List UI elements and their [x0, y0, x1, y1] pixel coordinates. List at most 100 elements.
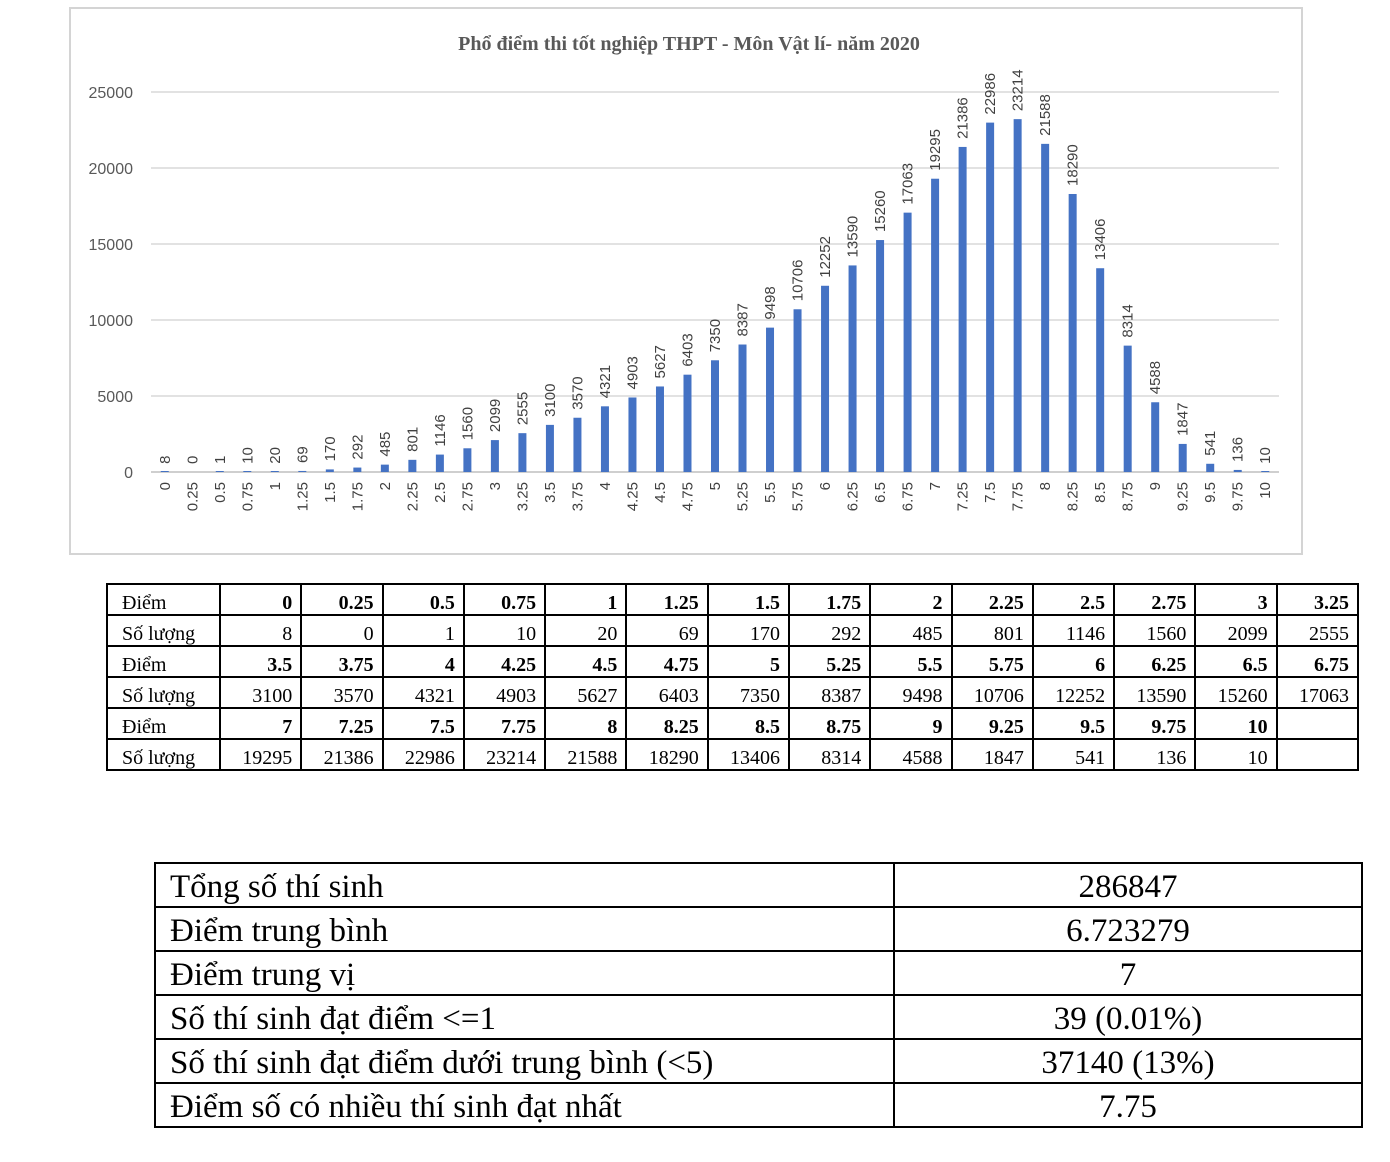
row-header: Số lượng	[106, 676, 221, 709]
bar	[1261, 471, 1270, 472]
bar	[600, 406, 609, 472]
bar	[463, 448, 472, 472]
data-label: 541	[1202, 431, 1219, 456]
data-label: 13590	[845, 216, 862, 258]
table-cell: 2.25	[950, 583, 1034, 616]
y-tick-label: 5000	[97, 389, 133, 406]
table-cell: 69	[625, 614, 709, 647]
chart-gridlines	[151, 91, 1279, 473]
bar	[766, 327, 775, 472]
bar	[903, 212, 912, 472]
bar	[325, 469, 334, 472]
x-tick-label: 0.5	[212, 482, 229, 503]
bar	[848, 265, 857, 472]
summary-value: 286847	[893, 862, 1363, 908]
table-cell: 7.5	[381, 707, 465, 740]
summary-value: 7.75	[893, 1082, 1363, 1128]
table-cell: 2.5	[1031, 583, 1116, 616]
data-label: 20	[267, 447, 284, 464]
x-tick-label: 9.25	[1175, 482, 1192, 511]
x-tick-label: 9.75	[1230, 482, 1247, 511]
table-cell: 0.5	[381, 583, 465, 616]
x-tick-label: 5.75	[790, 482, 807, 511]
table-cell: 3570	[300, 676, 384, 709]
bar	[931, 178, 940, 472]
table-cell: 3.5	[218, 645, 303, 678]
table-cell: 4903	[462, 676, 547, 709]
data-label: 18290	[1065, 144, 1082, 186]
table-cell: 8314	[787, 738, 872, 771]
data-label: 12252	[817, 236, 834, 278]
table-cell: 19295	[218, 738, 303, 771]
x-tick-label: 1	[267, 482, 284, 490]
data-label: 3570	[569, 376, 586, 409]
x-tick-label: 1.75	[349, 482, 366, 511]
data-label: 17063	[900, 163, 917, 205]
y-tick-label: 0	[124, 465, 133, 482]
table-cell: 2099	[1194, 614, 1278, 647]
x-tick-label: 7.75	[1010, 482, 1027, 511]
data-label: 1847	[1175, 403, 1192, 436]
row-header: Điểm	[106, 707, 221, 740]
data-label: 2099	[487, 399, 504, 432]
table-cell: 21386	[300, 738, 384, 771]
table-cell: 801	[950, 614, 1034, 647]
data-label: 10	[1257, 447, 1274, 464]
table-cell: 1	[544, 583, 628, 616]
table-cell: 5	[706, 645, 790, 678]
table-cell: 9.25	[950, 707, 1034, 740]
count-row: Số lượng 3100 3570 4321 4903 5627 6403 7350 8387…	[106, 676, 1360, 709]
summary-label: Số thí sinh đạt điểm dưới trung bình (<5…	[154, 1038, 895, 1084]
x-tick-label: 10	[1257, 482, 1274, 499]
bar	[518, 433, 527, 472]
bar	[435, 454, 444, 472]
table-cell: 8.75	[787, 707, 872, 740]
bar	[683, 374, 692, 472]
table-cell: 1146	[1031, 614, 1116, 647]
summary-value: 39 (0.01%)	[893, 994, 1363, 1040]
chart-data-labels: 8 0 1 10 20 69 170 292 485 801 1146 1560 2099 2555 310…	[157, 69, 1274, 464]
x-tick-label: 6	[817, 482, 834, 490]
data-label: 10706	[790, 260, 807, 302]
data-label: 485	[377, 432, 394, 457]
x-tick-label: 0	[157, 482, 174, 490]
data-label: 4588	[1147, 361, 1164, 394]
table-cell: 10	[1194, 707, 1278, 740]
table-cell: 9.75	[1113, 707, 1197, 740]
x-tick-label: 2.25	[404, 482, 421, 511]
summary-row: Số thí sinh đạt điểm <=1 39 (0.01%)	[154, 994, 1363, 1040]
summary-value: 37140 (13%)	[893, 1038, 1363, 1084]
bar	[711, 360, 719, 472]
bar	[986, 122, 995, 473]
table-cell: 4588	[869, 738, 953, 771]
count-row: Số lượng 19295 21386 22986 23214 21588 18290 13…	[106, 738, 1360, 771]
table-cell: 3.25	[1275, 583, 1360, 616]
data-label: 5627	[652, 345, 669, 378]
table-cell: 10706	[950, 676, 1034, 709]
table-cell: 1.25	[625, 583, 709, 616]
table-cell: 8	[218, 614, 303, 647]
table-cell: 1.75	[787, 583, 872, 616]
chart-bars	[160, 119, 1270, 473]
table-cell: 21588	[544, 738, 628, 771]
data-label: 8387	[735, 303, 752, 336]
x-tick-label: 6.5	[872, 482, 889, 503]
x-tick-label: 1.5	[322, 482, 339, 503]
table-cell: 17063	[1275, 676, 1360, 709]
x-tick-label: 2.5	[432, 482, 449, 503]
table-cell: 20	[544, 614, 628, 647]
table-cell: 0.25	[300, 583, 384, 616]
table-cell: 13590	[1113, 676, 1197, 709]
bar	[1123, 345, 1132, 472]
data-label: 21588	[1037, 94, 1054, 136]
table-cell: 10	[1194, 738, 1278, 771]
summary-row: Số thí sinh đạt điểm dưới trung bình (<5…	[154, 1038, 1363, 1084]
table-cell: 2	[869, 583, 953, 616]
table-cell: 4.75	[625, 645, 709, 678]
table-cell: 9498	[869, 676, 953, 709]
table-cell	[1275, 707, 1360, 740]
x-tick-label: 3.5	[542, 482, 559, 503]
table-cell: 6.5	[1194, 645, 1278, 678]
table-cell: 3	[1194, 583, 1278, 616]
bar	[655, 386, 664, 472]
